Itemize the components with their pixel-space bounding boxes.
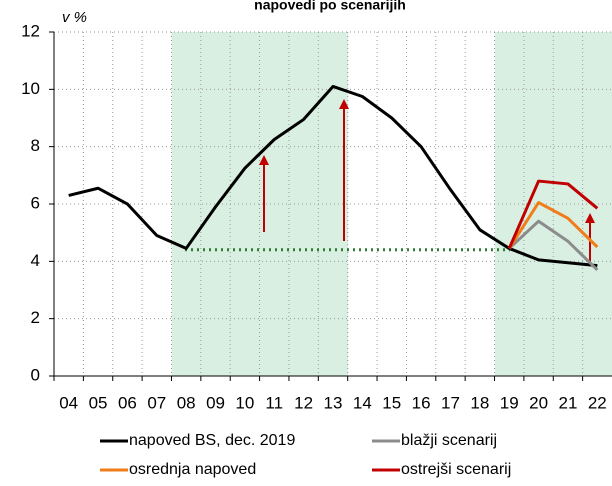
- x-tick-label: 12: [294, 393, 313, 412]
- x-tick-label: 10: [235, 393, 254, 412]
- x-tick-label: 07: [147, 393, 166, 412]
- series-line: [508, 219, 599, 272]
- x-tick-label: 13: [324, 393, 343, 412]
- y-tick-label: 6: [31, 193, 40, 212]
- y-tick-label: 2: [31, 308, 40, 327]
- x-tick-label: 04: [59, 393, 78, 412]
- x-tick-label: 19: [500, 393, 519, 412]
- series-line: [507, 201, 599, 250]
- legend-label: osrednja napoved: [129, 461, 256, 478]
- y-tick-label: 12: [21, 21, 40, 40]
- x-tick-label: 18: [470, 393, 489, 412]
- x-tick-label: 17: [441, 393, 460, 412]
- x-tick-label: 05: [89, 393, 108, 412]
- y-tick-label: 0: [31, 365, 40, 384]
- series-line: [507, 179, 599, 250]
- labels: 0 2 4 6 8 10 12 04 05 06 07 08 09 10 11 12 13 14 15 16 17 18 1…: [21, 21, 607, 478]
- x-tick-label: 20: [529, 393, 548, 412]
- legend-label: napoved BS, dec. 2019: [129, 432, 295, 449]
- x-tick-label: 14: [353, 393, 372, 412]
- y-tick-label: 10: [21, 79, 40, 98]
- x-tick-label: 08: [177, 393, 196, 412]
- x-tick-label: 06: [118, 393, 137, 412]
- x-tick-label: 21: [558, 393, 577, 412]
- series: [68, 84, 599, 272]
- x-tick-label: 16: [412, 393, 431, 412]
- x-tick-label: 15: [382, 393, 401, 412]
- chart-title: napovedi po scenarijih: [254, 0, 406, 13]
- grid: [49, 31, 612, 377]
- x-tick-label: 09: [206, 393, 225, 412]
- x-tick-label: 22: [588, 393, 607, 412]
- x-tick-label: 11: [265, 393, 283, 412]
- y-tick-label: 4: [31, 251, 40, 270]
- legend-label: ostrejši scenarij: [401, 461, 511, 478]
- y-axis-label: v %: [62, 9, 87, 26]
- legend-label: blažji scenarij: [401, 432, 497, 449]
- y-tick-label: 8: [31, 136, 40, 155]
